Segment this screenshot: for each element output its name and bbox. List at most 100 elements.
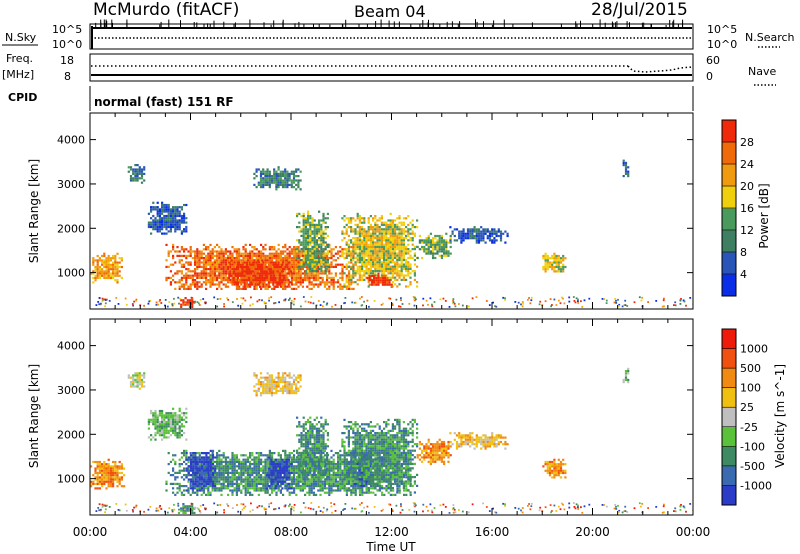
power-echo-cell bbox=[315, 223, 318, 226]
power-echo-cell bbox=[307, 250, 310, 253]
power-echo-cell bbox=[207, 263, 210, 266]
power-echo-cell bbox=[266, 287, 269, 290]
power-echo-cell bbox=[302, 252, 305, 255]
power-echo-cell bbox=[352, 274, 355, 277]
power-echo-cell bbox=[320, 234, 323, 237]
power-echo-cell bbox=[365, 239, 368, 242]
power-speckle-cell bbox=[159, 299, 161, 301]
power-echo-cell bbox=[194, 250, 197, 253]
power-echo-cell bbox=[185, 203, 188, 207]
velocity-echo-cell bbox=[330, 474, 333, 477]
velocity-echo-cell bbox=[98, 469, 101, 472]
power-echo-cell bbox=[322, 250, 325, 253]
power-echo-cell bbox=[356, 259, 359, 262]
power-echo-cell bbox=[304, 272, 307, 275]
power-echo-cell bbox=[178, 261, 181, 264]
power-echo-cell bbox=[394, 252, 397, 255]
power-echo-cell bbox=[307, 256, 310, 259]
power-speckle-cell bbox=[321, 305, 324, 308]
power-colorbar-tick-label: 24 bbox=[740, 158, 754, 171]
velocity-echo-cell bbox=[96, 474, 99, 477]
power-echo-cell bbox=[209, 252, 212, 255]
velocity-echo-cell bbox=[249, 469, 252, 472]
power-echo-cell bbox=[416, 219, 419, 222]
velocity-echo-cell bbox=[165, 423, 168, 426]
velocity-echo-cell bbox=[213, 474, 216, 477]
power-echo-cell bbox=[374, 230, 377, 233]
power-echo-cell bbox=[297, 263, 300, 266]
power-echo-cell bbox=[383, 252, 386, 255]
power-echo-cell bbox=[167, 254, 170, 257]
power-echo-cell bbox=[345, 232, 348, 235]
power-echo-cell bbox=[405, 265, 408, 268]
power-echo-cell bbox=[194, 254, 197, 257]
power-echo-cell bbox=[248, 268, 251, 271]
velocity-echo-cell bbox=[120, 485, 123, 488]
power-echo-cell bbox=[320, 228, 323, 231]
velocity-echo-cell bbox=[132, 378, 135, 381]
power-echo-cell bbox=[311, 237, 314, 240]
power-echo-cell bbox=[92, 272, 95, 275]
power-echo-cell bbox=[205, 276, 208, 279]
power-echo-cell bbox=[92, 276, 95, 280]
power-speckle-cell bbox=[444, 300, 447, 302]
power-echo-cell bbox=[231, 272, 234, 275]
power-echo-cell bbox=[202, 276, 205, 279]
power-echo-cell bbox=[405, 263, 408, 266]
power-speckle-cell bbox=[273, 302, 275, 305]
power-echo-cell bbox=[387, 276, 390, 279]
power-echo-cell bbox=[368, 279, 371, 282]
power-echo-cell bbox=[287, 268, 290, 271]
velocity-echo-cell bbox=[90, 482, 93, 486]
power-echo-cell bbox=[242, 252, 245, 255]
velocity-echo-cell bbox=[112, 469, 115, 472]
power-echo-cell bbox=[187, 285, 190, 288]
velocity-echo-cell bbox=[339, 474, 342, 477]
power-speckle-cell bbox=[617, 298, 619, 301]
power-echo-cell bbox=[309, 228, 312, 231]
power-echo-cell bbox=[176, 206, 179, 209]
power-echo-cell bbox=[405, 261, 408, 264]
power-echo-cell bbox=[326, 274, 329, 277]
power-echo-cell bbox=[347, 285, 350, 288]
velocity-echo-cell bbox=[189, 452, 192, 455]
velocity-echo-cell bbox=[260, 454, 263, 457]
power-echo-cell bbox=[544, 265, 547, 269]
power-echo-cell bbox=[361, 250, 364, 253]
velocity-echo-cell bbox=[273, 452, 276, 455]
power-echo-cell bbox=[358, 232, 361, 235]
power-echo-cell bbox=[216, 261, 219, 264]
power-echo-cell bbox=[286, 254, 289, 257]
power-echo-cell bbox=[268, 246, 271, 249]
velocity-echo-cell bbox=[216, 460, 219, 463]
velocity-echo-cell bbox=[180, 416, 183, 419]
power-echo-cell bbox=[96, 259, 99, 262]
power-echo-cell bbox=[220, 270, 223, 273]
power-echo-cell bbox=[127, 166, 130, 169]
power-colorbar-segment bbox=[722, 252, 736, 275]
velocity-echo-cell bbox=[154, 427, 157, 430]
power-echo-cell bbox=[264, 243, 267, 246]
power-echo-cell bbox=[183, 263, 186, 266]
power-echo-cell bbox=[191, 257, 194, 260]
power-echo-cell bbox=[411, 230, 414, 233]
power-echo-cell bbox=[275, 172, 278, 175]
velocity-echo-cell bbox=[98, 467, 101, 470]
power-echo-cell bbox=[440, 245, 443, 249]
power-echo-cell bbox=[274, 276, 277, 280]
power-echo-cell bbox=[307, 245, 310, 248]
power-echo-cell bbox=[343, 283, 346, 286]
power-echo-cell bbox=[553, 268, 556, 271]
power-echo-cell bbox=[279, 263, 282, 266]
power-echo-cell bbox=[255, 186, 258, 189]
power-echo-cell bbox=[220, 257, 223, 260]
power-echo-cell bbox=[257, 261, 260, 264]
power-speckle-cell bbox=[359, 297, 361, 300]
power-echo-cell bbox=[462, 228, 465, 231]
power-echo-cell bbox=[318, 267, 321, 270]
power-echo-cell bbox=[196, 274, 199, 277]
power-echo-cell bbox=[278, 279, 281, 282]
power-echo-cell bbox=[391, 259, 394, 262]
power-echo-cell bbox=[196, 285, 199, 288]
power-echo-cell bbox=[350, 228, 353, 231]
